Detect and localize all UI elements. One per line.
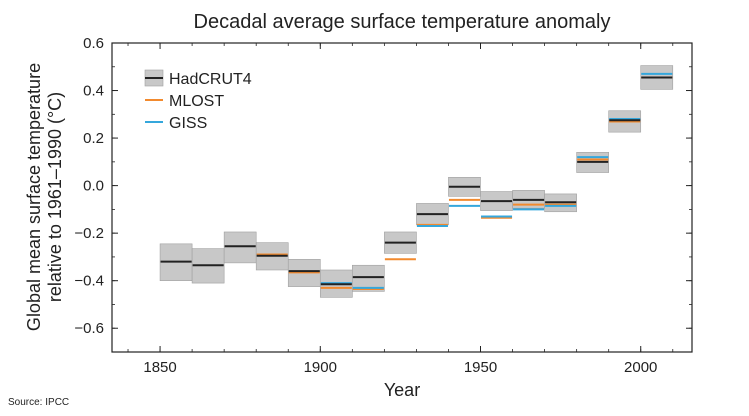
x-tick-label: 1850 — [143, 359, 176, 376]
legend-label-giss: GISS — [169, 115, 207, 132]
legend-label-mlost: MLOST — [169, 93, 224, 110]
y-tick-label: −0.6 — [74, 320, 104, 337]
x-tick-label: 1900 — [304, 359, 337, 376]
uncertainty-band-1870 — [223, 231, 257, 264]
y-tick-label: 0.2 — [83, 130, 104, 147]
y-tick-label: 0.6 — [83, 35, 104, 52]
y-axis-label-line1: Global mean surface temperature — [24, 63, 44, 331]
y-tick-label: 0.4 — [83, 83, 104, 100]
y-axis-label-line2: relative to 1961–1990 (°C) — [45, 92, 65, 302]
x-tick-label: 1950 — [464, 359, 497, 376]
chart-title: Decadal average surface temperature anom… — [194, 11, 611, 33]
y-tick-label: −0.2 — [74, 225, 104, 242]
y-tick-label: −0.4 — [74, 273, 104, 290]
plot-frame — [111, 42, 693, 353]
source-note: Source: IPCC — [8, 397, 69, 408]
y-tick-label: 0.0 — [83, 178, 104, 195]
x-axis-label: Year — [384, 380, 420, 400]
x-tick-label: 2000 — [624, 359, 657, 376]
legend-label-hadcrut4: HadCRUT4 — [169, 71, 252, 88]
